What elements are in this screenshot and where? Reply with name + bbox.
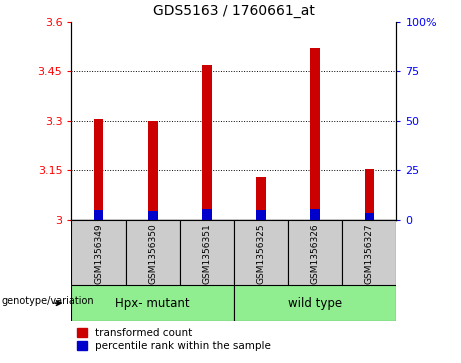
Bar	[365, 213, 374, 220]
Text: GSM1356327: GSM1356327	[365, 223, 374, 284]
Legend: transformed count, percentile rank within the sample: transformed count, percentile rank withi…	[77, 328, 271, 351]
Bar	[342, 220, 396, 285]
Text: Hpx- mutant: Hpx- mutant	[115, 297, 190, 310]
Bar	[288, 220, 342, 285]
Text: wild type: wild type	[288, 297, 342, 310]
Bar	[256, 177, 266, 220]
Text: GSM1356325: GSM1356325	[256, 223, 266, 284]
Bar	[94, 210, 103, 220]
Bar	[202, 209, 212, 220]
Text: GSM1356350: GSM1356350	[148, 223, 157, 284]
Bar	[148, 121, 158, 220]
Text: GSM1356326: GSM1356326	[311, 223, 320, 284]
Bar	[234, 285, 396, 321]
Bar	[94, 119, 103, 220]
Bar	[125, 220, 180, 285]
Bar	[365, 168, 374, 220]
Bar	[71, 285, 234, 321]
Title: GDS5163 / 1760661_at: GDS5163 / 1760661_at	[153, 4, 315, 18]
Bar	[71, 220, 125, 285]
Text: GSM1356351: GSM1356351	[202, 223, 212, 284]
Bar	[310, 209, 320, 220]
Bar	[256, 211, 266, 220]
Text: genotype/variation: genotype/variation	[1, 296, 94, 306]
Bar	[180, 220, 234, 285]
Bar	[148, 211, 158, 220]
Bar	[202, 65, 212, 220]
Bar	[234, 220, 288, 285]
Bar	[310, 48, 320, 220]
Text: GSM1356349: GSM1356349	[94, 223, 103, 284]
